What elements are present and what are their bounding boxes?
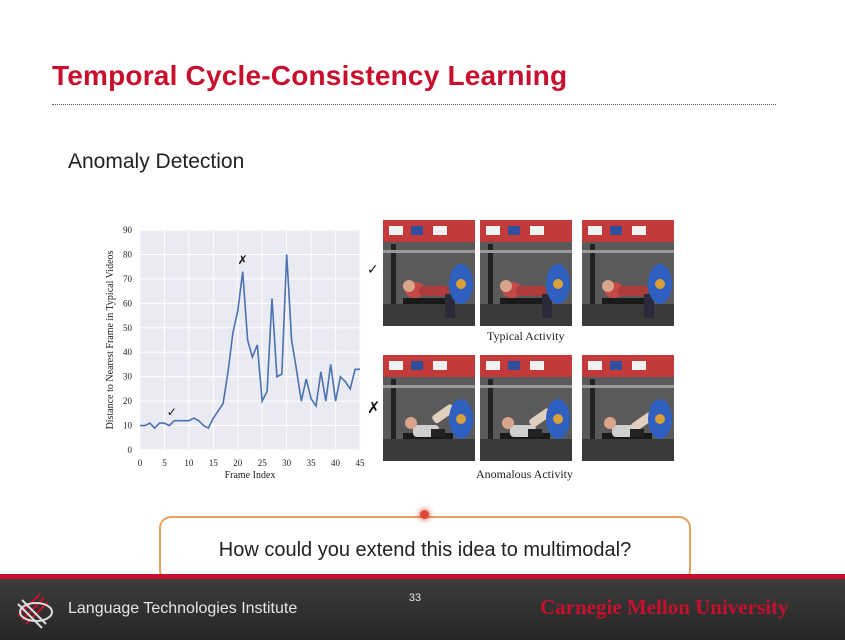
- y-tick-label: 80: [123, 249, 133, 259]
- series-line: [140, 254, 360, 430]
- anomalous-frame-1: [383, 355, 475, 461]
- gym-scene-image: [480, 355, 572, 461]
- x-tick-label: 5: [162, 458, 167, 468]
- anomalous-caption: Anomalous Activity: [476, 467, 573, 481]
- x-tick-label: 35: [307, 458, 317, 468]
- anomalous-x-mark: ✗: [367, 398, 381, 417]
- y-tick-labels: 0 10 20 30 40 50 60 70 80 90: [123, 225, 133, 455]
- y-tick-label: 70: [123, 274, 133, 284]
- x-tick-label: 30: [282, 458, 292, 468]
- plot-area: [140, 230, 360, 450]
- gym-scene-image: [383, 220, 475, 326]
- callout-text: How could you extend this idea to multim…: [218, 539, 632, 561]
- y-tick-label: 30: [123, 372, 133, 382]
- anomaly-line-chart: 0 10 20 30 40 50 60 70 80 90 0 5 10 15 20 25 30 35 40 45 ✓…: [100, 220, 370, 485]
- chart-annotations: ✓✗: [167, 253, 248, 419]
- question-callout: How could you extend this idea to multim…: [159, 516, 691, 582]
- lti-logo-icon: [17, 593, 53, 629]
- y-tick-label: 90: [123, 225, 133, 235]
- x-tick-label: 20: [233, 458, 243, 468]
- x-tick-label: 40: [331, 458, 341, 468]
- typical-frame-1: [383, 220, 475, 326]
- x-axis-label: Frame Index: [225, 470, 276, 481]
- gym-scene-image: [480, 220, 572, 326]
- y-tick-label: 50: [123, 323, 133, 333]
- slide-subtitle: Anomaly Detection: [68, 150, 245, 173]
- x-tick-label: 15: [209, 458, 219, 468]
- x-tick-label: 45: [356, 458, 366, 468]
- gym-scene-image: [582, 355, 674, 461]
- anomalous-frame-3: [582, 355, 674, 461]
- y-tick-label: 10: [123, 421, 133, 431]
- footer-institute-name: Language Technologies Institute: [68, 600, 298, 617]
- y-tick-label: 60: [123, 298, 133, 308]
- chart-grid: [139, 229, 361, 451]
- slide-title: Temporal Cycle-Consistency Learning: [52, 60, 568, 91]
- x-tick-labels: 0 5 10 15 20 25 30 35 40 45: [138, 458, 365, 468]
- gym-scene-image: [383, 355, 475, 461]
- page-number: 33: [408, 592, 422, 604]
- typical-frame-2: [480, 220, 572, 326]
- typical-frame-3: [582, 220, 674, 326]
- chart-svg: 0 10 20 30 40 50 60 70 80 90 0 5 10 15 20 25 30 35 40 45 ✓…: [105, 225, 365, 481]
- chart-annotation-mark: ✓: [167, 405, 177, 419]
- y-tick-label: 40: [123, 347, 133, 357]
- footer-bar: [0, 574, 845, 640]
- y-axis-label: Distance to Nearest Frame in Typical Vid…: [105, 250, 116, 429]
- laser-pointer-dot: [420, 510, 429, 519]
- x-tick-label: 0: [138, 458, 143, 468]
- y-tick-label: 0: [128, 445, 133, 455]
- x-tick-label: 25: [258, 458, 268, 468]
- anomalous-frame-2: [480, 355, 572, 461]
- typical-caption: Typical Activity: [487, 329, 565, 343]
- typical-check-mark: ✓: [367, 262, 379, 278]
- footer-red-line: [0, 574, 845, 579]
- y-tick-label: 20: [123, 396, 133, 406]
- footer-university-name: Carnegie Mellon University: [540, 595, 789, 619]
- gym-scene-image: [582, 220, 674, 326]
- x-tick-label: 10: [184, 458, 194, 468]
- title-divider: [52, 104, 776, 105]
- chart-annotation-mark: ✗: [238, 253, 248, 267]
